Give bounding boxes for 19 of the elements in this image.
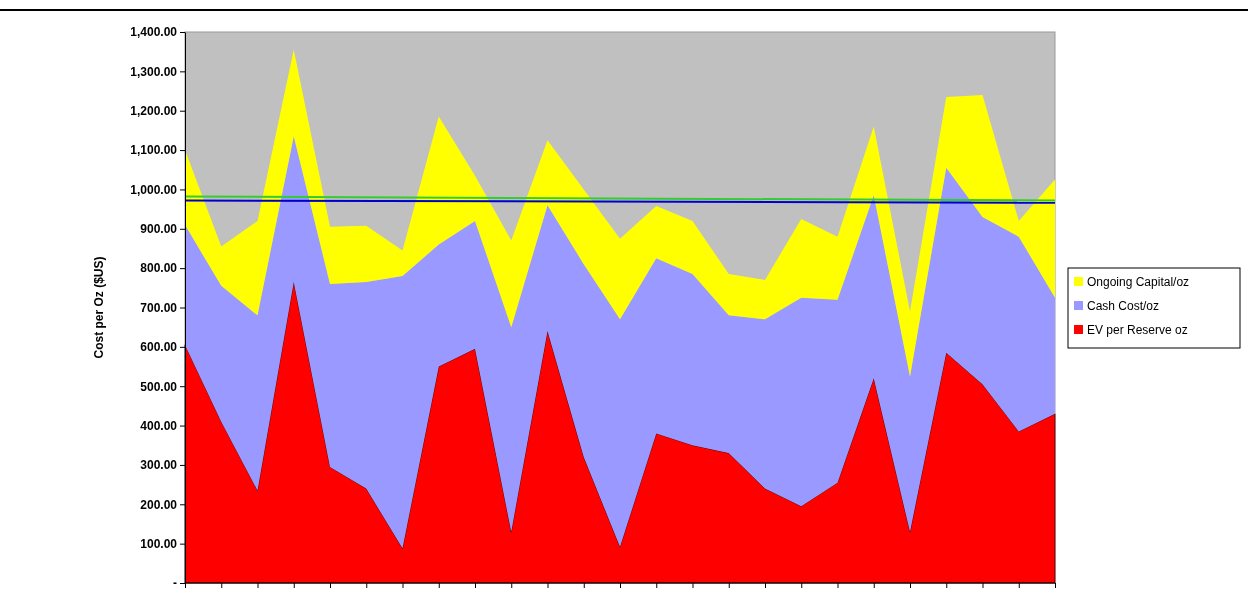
y-tick-label: 800.00 [140, 261, 178, 276]
y-tick-label: 300.00 [140, 458, 178, 473]
y-tick-label: 400.00 [140, 418, 178, 433]
y-tick-label: 100.00 [140, 536, 178, 551]
y-tick-label: 500.00 [140, 379, 178, 394]
y-axis-title: Cost per Oz ($US) [92, 256, 106, 359]
y-tick-label: 1,100.00 [130, 143, 178, 158]
y-tick-label: 900.00 [140, 222, 178, 237]
y-tick-label: 1,000.00 [130, 182, 178, 197]
legend-label: Ongoing Capital/oz [1087, 275, 1190, 289]
y-tick-label: 1,300.00 [130, 64, 178, 79]
legend-label: Cash Cost/oz [1087, 299, 1160, 313]
y-tick-label: 200.00 [140, 497, 178, 512]
y-tick-label: 600.00 [140, 340, 178, 355]
y-tick-label: 1,400.00 [130, 25, 178, 40]
y-tick-label: 700.00 [140, 300, 178, 315]
legend-label: EV per Reserve oz [1087, 323, 1188, 337]
y-tick-label: 1,200.00 [130, 104, 178, 119]
y-tick-label: - [173, 576, 177, 591]
